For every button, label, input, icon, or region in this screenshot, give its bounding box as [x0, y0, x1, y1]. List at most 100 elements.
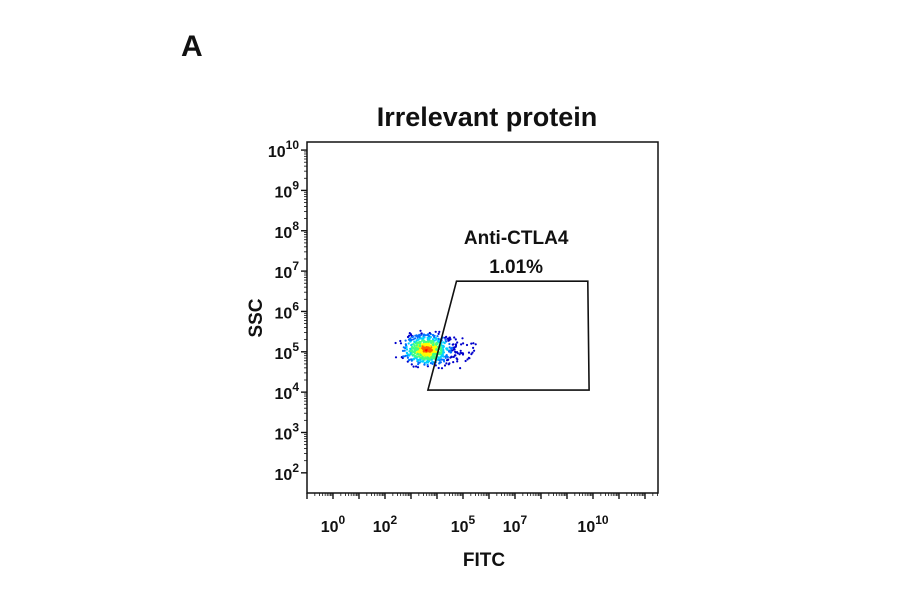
y-tick-label: 105: [275, 340, 300, 363]
y-tick-label: 104: [275, 380, 300, 403]
event-dot: [427, 333, 430, 336]
event-dot: [431, 353, 435, 357]
event-dot: [401, 349, 405, 352]
event-dot: [408, 358, 411, 361]
event-dot: [431, 338, 435, 341]
event-dot: [416, 336, 419, 339]
gate-polygon[interactable]: [426, 280, 590, 391]
event-dot: [435, 341, 438, 344]
event-dot: [431, 340, 434, 343]
chart-title: Irrelevant protein: [377, 102, 598, 132]
x-tick-label: 1010: [577, 513, 608, 536]
event-dot: [419, 342, 422, 345]
x-tick-label: 102: [373, 513, 398, 536]
event-dot: [437, 337, 440, 340]
x-tick-label: 105: [451, 513, 476, 536]
event-dot: [415, 344, 418, 347]
event-dot: [423, 363, 426, 366]
event-dot: [442, 344, 445, 347]
event-dot: [453, 348, 456, 351]
event-dot: [408, 334, 411, 337]
x-tick-label: 107: [503, 513, 528, 536]
event-dot: [401, 356, 404, 360]
event-dot: [430, 341, 433, 344]
event-dot: [445, 340, 448, 343]
event-dot: [412, 347, 415, 350]
event-dot: [409, 347, 412, 350]
event-dot: [454, 345, 457, 348]
event-dot: [423, 361, 426, 364]
event-dot: [426, 356, 429, 359]
event-dot: [448, 346, 451, 349]
event-dot: [443, 364, 447, 367]
event-dot: [403, 349, 406, 352]
event-dot: [452, 361, 455, 364]
event-dot: [438, 330, 441, 333]
event-dot: [441, 353, 444, 356]
gate-percentage: 1.01%: [489, 257, 543, 278]
event-dot: [420, 349, 423, 353]
x-tick-label: 100: [321, 513, 346, 536]
x-axis-label: FITC: [463, 550, 505, 571]
event-dot: [424, 334, 427, 337]
event-dot: [439, 355, 442, 359]
event-dot: [433, 357, 436, 360]
event-dot: [402, 355, 405, 358]
event-dot: [405, 344, 408, 347]
y-axis: 102 103 104 105 106 107 108 109 1010: [268, 138, 307, 484]
event-dot: [424, 353, 428, 357]
event-dot: [416, 366, 420, 369]
event-dot: [456, 341, 459, 344]
event-dot: [425, 361, 428, 364]
event-dot: [454, 338, 457, 341]
event-dot: [459, 349, 462, 352]
event-dot: [420, 332, 423, 335]
event-dot: [461, 353, 465, 356]
event-dot: [419, 329, 422, 332]
event-dot: [433, 339, 436, 342]
event-dot: [422, 333, 425, 337]
event-dot: [431, 360, 434, 363]
event-dot: [410, 343, 413, 346]
event-dot: [434, 330, 437, 333]
event-dot: [412, 365, 415, 368]
event-dot: [407, 342, 410, 345]
event-dot: [435, 343, 438, 346]
event-dot: [412, 358, 415, 361]
event-dot: [435, 337, 438, 340]
event-dot: [452, 355, 455, 358]
event-dot: [437, 366, 440, 370]
event-dot: [414, 348, 418, 352]
event-dot: [407, 353, 410, 356]
event-dot: [415, 365, 418, 368]
event-dot: [413, 352, 416, 355]
event-dot: [427, 343, 431, 347]
event-dot: [460, 343, 463, 346]
event-dot: [431, 343, 435, 347]
event-dot: [413, 340, 416, 343]
event-dot: [410, 338, 413, 341]
event-dot: [467, 351, 471, 354]
event-dot: [415, 357, 418, 360]
event-dot: [404, 339, 407, 342]
event-dot: [445, 347, 448, 350]
event-dot: [474, 343, 477, 346]
event-dot: [470, 342, 473, 345]
event-dot: [417, 338, 420, 341]
event-dot: [409, 333, 412, 336]
event-dot: [409, 352, 412, 355]
event-dot: [421, 355, 424, 358]
event-dot: [450, 355, 453, 358]
event-dot: [467, 356, 470, 359]
event-dot: [405, 348, 408, 351]
event-dot: [399, 342, 403, 345]
event-dot: [394, 356, 398, 359]
event-dot: [465, 343, 469, 347]
event-dot: [407, 338, 411, 341]
y-tick-label: 106: [275, 299, 300, 322]
event-dot: [430, 348, 433, 352]
event-dot: [442, 350, 445, 354]
event-dot: [394, 341, 397, 345]
event-dot: [452, 343, 455, 346]
